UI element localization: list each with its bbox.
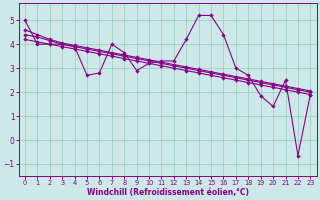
X-axis label: Windchill (Refroidissement éolien,°C): Windchill (Refroidissement éolien,°C) bbox=[87, 188, 249, 197]
